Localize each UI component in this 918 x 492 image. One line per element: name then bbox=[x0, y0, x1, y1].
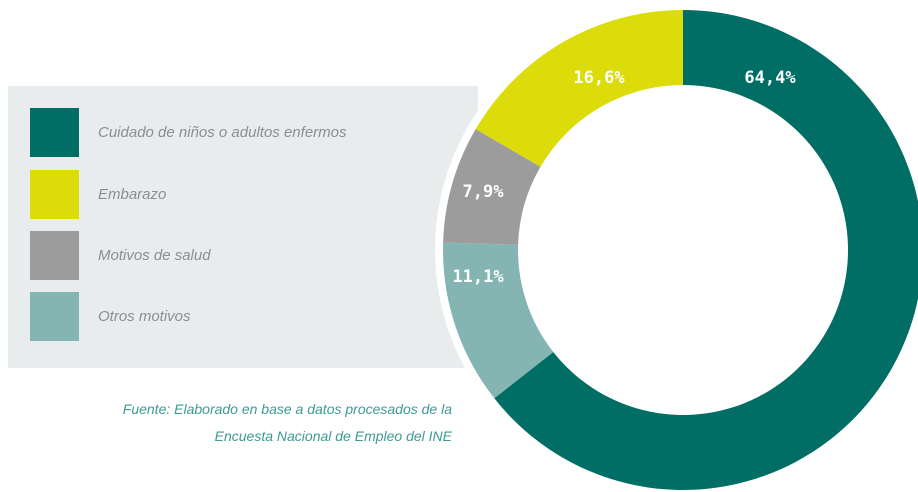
data-label: 16,6% bbox=[573, 68, 625, 88]
legend-label: Embarazo bbox=[98, 186, 166, 203]
legend-label: Motivos de salud bbox=[98, 247, 211, 264]
source-line: Encuesta Nacional de Empleo del INE bbox=[215, 428, 453, 444]
donut-slice bbox=[443, 129, 541, 245]
data-label: 64,4% bbox=[744, 68, 796, 88]
legend-swatch bbox=[30, 170, 79, 219]
legend-panel bbox=[8, 86, 478, 368]
donut-slice bbox=[443, 242, 554, 399]
legend-label: Otros motivos bbox=[98, 308, 191, 325]
data-label: 7,9% bbox=[463, 182, 505, 202]
legend-swatch bbox=[30, 108, 79, 157]
donut-slice bbox=[475, 10, 683, 167]
data-label: 11,1% bbox=[452, 267, 504, 287]
legend-swatch bbox=[30, 231, 79, 280]
source-line: Fuente: Elaborado en base a datos proces… bbox=[123, 401, 452, 417]
legend-label: Cuidado de niños o adultos enfermos bbox=[98, 124, 347, 141]
donut-slice bbox=[494, 10, 918, 490]
legend-swatch bbox=[30, 292, 79, 341]
